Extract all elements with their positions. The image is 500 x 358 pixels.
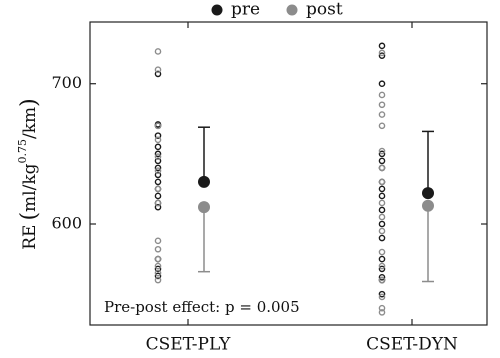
data-point	[378, 185, 386, 193]
data-point	[378, 122, 386, 130]
data-point	[378, 293, 386, 301]
plot-frame	[89, 21, 488, 326]
data-point	[378, 101, 386, 109]
data-point	[154, 276, 162, 284]
y-label-prefix: RE	[20, 225, 40, 250]
data-point	[154, 178, 162, 186]
y-tick-label: 700	[51, 73, 82, 92]
data-point	[378, 42, 386, 50]
x-tick-label: CSET-DYN	[366, 335, 458, 355]
data-point	[378, 255, 386, 263]
y-label-exponent: 0.75	[16, 139, 29, 164]
mean-marker	[198, 175, 210, 188]
data-point	[154, 66, 162, 73]
data-point	[154, 171, 162, 179]
data-point	[154, 272, 162, 280]
legend-marker	[211, 4, 223, 16]
y-label-unit: ml/kg	[20, 163, 40, 212]
data-point	[154, 143, 162, 151]
data-point	[154, 150, 162, 158]
data-point	[378, 157, 386, 165]
legend-marker	[286, 4, 298, 16]
data-point	[378, 265, 386, 273]
data-point	[154, 122, 162, 130]
legend-label: pre	[231, 0, 260, 20]
data-point	[378, 227, 386, 235]
data-point	[378, 274, 386, 281]
data-point	[154, 237, 162, 245]
data-point	[154, 164, 162, 172]
data-point	[378, 178, 386, 186]
y-tick-label: 600	[51, 214, 82, 233]
data-point	[378, 49, 386, 57]
data-point	[378, 213, 386, 221]
data-point	[154, 132, 162, 139]
data-point	[154, 245, 162, 253]
data-point	[154, 157, 162, 165]
x-tick-label: CSET-PLY	[146, 335, 232, 355]
data-point	[154, 203, 162, 211]
data-point	[378, 262, 386, 270]
data-point	[378, 234, 386, 242]
legend-label: post	[306, 0, 343, 20]
annotation: Pre-post effect: p = 0.005	[104, 298, 300, 316]
data-point	[378, 304, 386, 312]
data-point	[154, 153, 162, 160]
data-point	[154, 136, 162, 144]
data-point	[154, 255, 162, 263]
data-point	[378, 91, 386, 99]
data-point	[378, 199, 386, 207]
data-point	[378, 206, 386, 214]
data-point	[378, 80, 386, 88]
data-point	[154, 48, 162, 55]
data-point	[378, 220, 386, 228]
mean-marker	[422, 199, 434, 212]
mean-marker	[422, 187, 434, 200]
data-point	[378, 276, 386, 284]
data-point	[154, 192, 162, 200]
data-point	[154, 199, 162, 207]
data-point	[154, 167, 162, 174]
data-point	[154, 269, 162, 277]
data-point	[378, 111, 386, 118]
data-point	[154, 70, 162, 78]
data-point	[378, 147, 386, 155]
data-point	[154, 262, 162, 270]
data-point	[378, 164, 386, 172]
y-axis-label: RE (ml/kg0.75/km)	[16, 98, 42, 250]
data-point	[378, 52, 386, 59]
mean-marker	[198, 201, 210, 214]
data-point	[154, 185, 162, 193]
y-label-paren: )	[17, 98, 42, 107]
data-point	[378, 248, 386, 256]
data-point	[378, 192, 386, 200]
data-point	[378, 290, 386, 298]
y-label-paren: (	[17, 212, 42, 221]
data-point	[378, 150, 386, 158]
y-label-unit-suffix: /km	[20, 107, 40, 139]
data-point	[154, 265, 162, 273]
data-point	[378, 309, 386, 316]
